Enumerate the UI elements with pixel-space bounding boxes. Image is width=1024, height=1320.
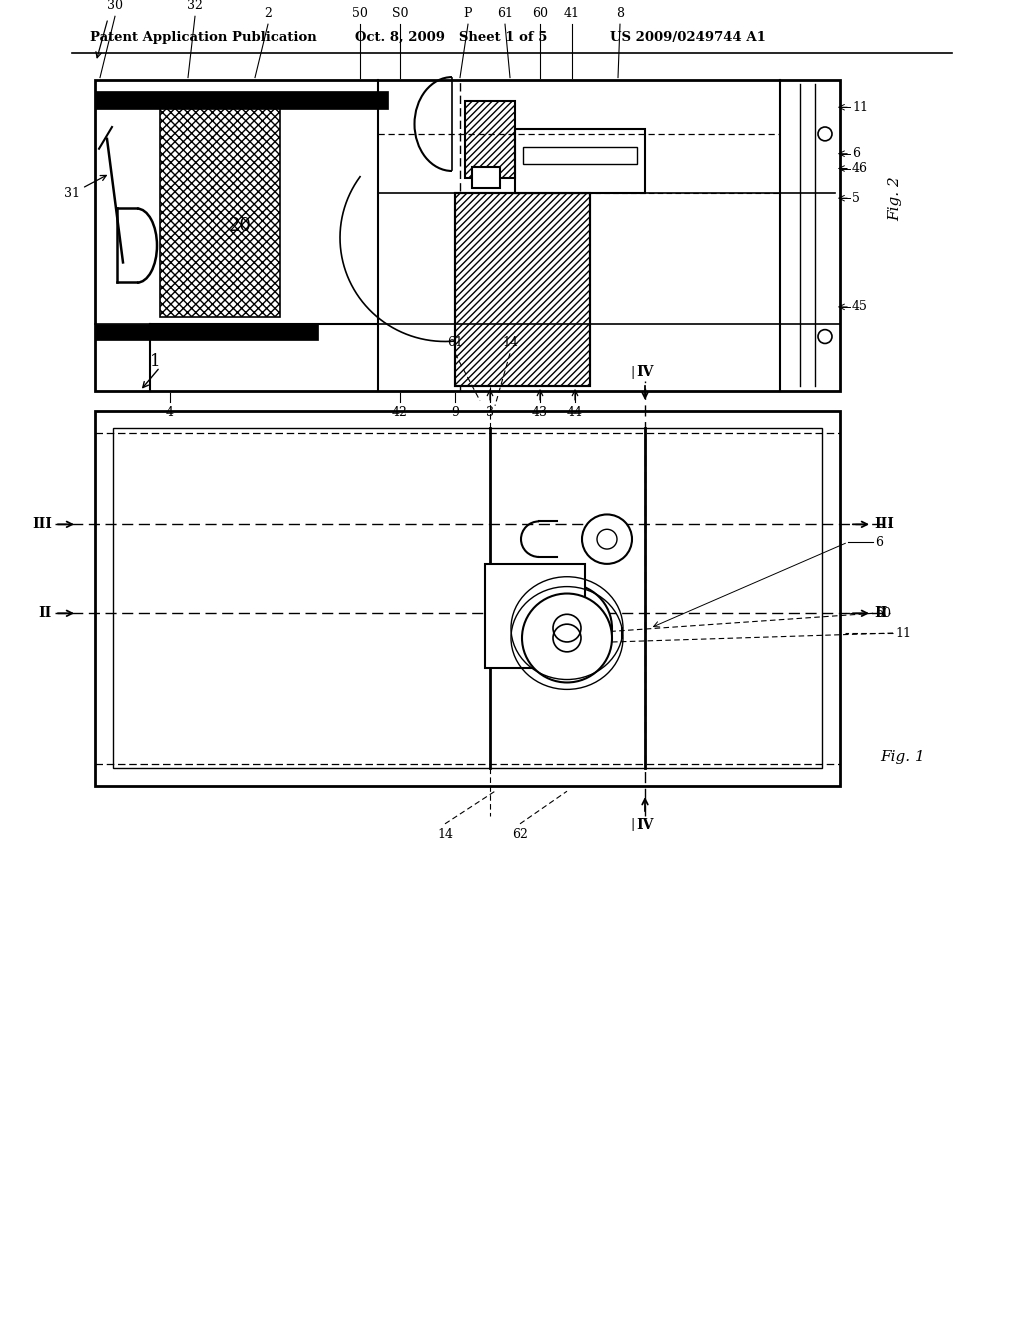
Text: 32: 32 xyxy=(187,0,203,12)
Bar xyxy=(485,564,585,668)
Circle shape xyxy=(582,515,632,564)
Text: 31: 31 xyxy=(63,186,80,199)
Text: III: III xyxy=(874,517,894,532)
Text: 2: 2 xyxy=(264,7,272,20)
Circle shape xyxy=(522,583,612,673)
Text: 61: 61 xyxy=(447,337,463,350)
Text: 42: 42 xyxy=(392,405,408,418)
Text: 11: 11 xyxy=(895,627,911,640)
Text: 45: 45 xyxy=(852,301,868,313)
Text: US 2009/0249744 A1: US 2009/0249744 A1 xyxy=(610,30,766,44)
Text: 20: 20 xyxy=(228,216,252,235)
Text: III: III xyxy=(32,517,52,532)
Text: 43: 43 xyxy=(532,405,548,418)
Bar xyxy=(515,129,645,193)
Text: IV: IV xyxy=(636,366,653,379)
Bar xyxy=(95,91,388,110)
Text: 60: 60 xyxy=(532,7,548,20)
Text: 14: 14 xyxy=(502,337,518,350)
Text: 6: 6 xyxy=(852,148,860,160)
Text: IV: IV xyxy=(636,818,653,832)
Text: 11: 11 xyxy=(852,100,868,114)
Text: 5: 5 xyxy=(852,191,860,205)
Bar xyxy=(95,79,840,391)
Bar xyxy=(95,323,318,339)
Text: Fig. 2: Fig. 2 xyxy=(888,176,902,220)
Text: 1: 1 xyxy=(150,352,161,370)
Bar xyxy=(95,411,840,787)
Bar xyxy=(455,193,590,385)
Text: |: | xyxy=(631,366,635,379)
Text: Oct. 8, 2009   Sheet 1 of 5: Oct. 8, 2009 Sheet 1 of 5 xyxy=(355,30,548,44)
Text: Fig. 1: Fig. 1 xyxy=(880,750,925,763)
Bar xyxy=(455,193,590,385)
Text: 6: 6 xyxy=(874,536,883,549)
Text: 30: 30 xyxy=(106,0,123,12)
Bar xyxy=(523,147,637,164)
Text: 8: 8 xyxy=(616,7,624,20)
Text: II: II xyxy=(39,606,52,620)
Bar xyxy=(113,429,822,768)
Text: P: P xyxy=(464,7,472,20)
Text: 46: 46 xyxy=(852,162,868,176)
Text: 14: 14 xyxy=(437,828,453,841)
Text: 3: 3 xyxy=(486,405,494,418)
Bar xyxy=(465,102,515,178)
Bar xyxy=(465,102,515,178)
Text: 62: 62 xyxy=(512,828,528,841)
Text: 61: 61 xyxy=(497,7,513,20)
Bar xyxy=(472,166,500,189)
Text: 9: 9 xyxy=(451,405,459,418)
Circle shape xyxy=(522,594,612,682)
Text: S0: S0 xyxy=(392,7,409,20)
Text: |: | xyxy=(631,818,635,830)
Text: 4: 4 xyxy=(166,405,174,418)
Text: Patent Application Publication: Patent Application Publication xyxy=(90,30,316,44)
Text: II: II xyxy=(874,606,887,620)
Text: 41: 41 xyxy=(564,7,580,20)
Text: 60: 60 xyxy=(874,607,891,620)
Bar xyxy=(160,102,280,317)
Text: 50: 50 xyxy=(352,7,368,20)
Text: 44: 44 xyxy=(567,405,583,418)
